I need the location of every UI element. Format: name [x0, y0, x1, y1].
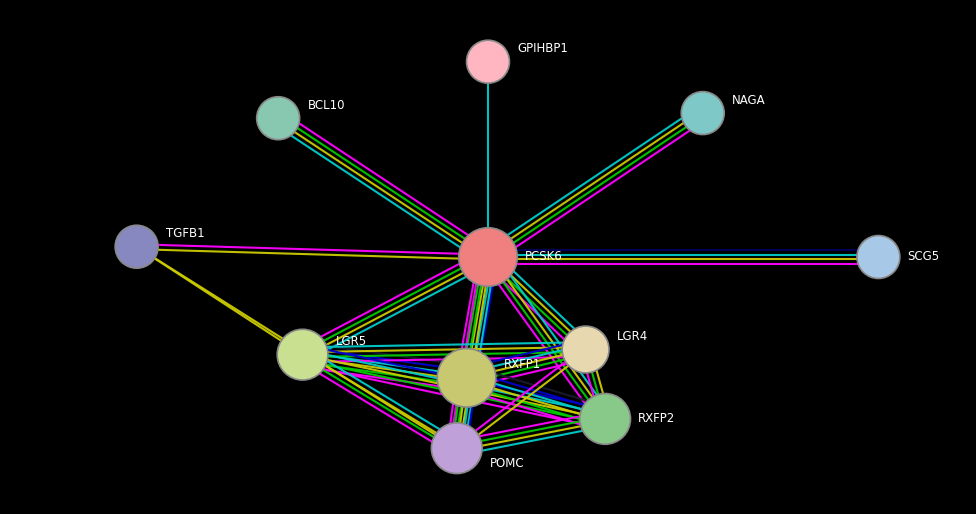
- Circle shape: [257, 97, 300, 140]
- Text: TGFB1: TGFB1: [166, 227, 205, 241]
- Text: PCSK6: PCSK6: [525, 250, 563, 264]
- Circle shape: [277, 329, 328, 380]
- Circle shape: [115, 225, 158, 268]
- Text: SCG5: SCG5: [908, 250, 940, 264]
- Text: RXFP2: RXFP2: [638, 412, 675, 426]
- Circle shape: [562, 326, 609, 373]
- Text: LGR5: LGR5: [336, 335, 367, 348]
- Text: POMC: POMC: [490, 457, 524, 470]
- Text: LGR4: LGR4: [617, 330, 648, 343]
- Text: NAGA: NAGA: [732, 94, 765, 107]
- Circle shape: [431, 423, 482, 473]
- Circle shape: [459, 228, 517, 286]
- Circle shape: [437, 348, 496, 407]
- Text: BCL10: BCL10: [307, 99, 345, 112]
- Text: GPIHBP1: GPIHBP1: [517, 42, 568, 56]
- Circle shape: [580, 394, 630, 444]
- Text: RXFP1: RXFP1: [504, 358, 541, 372]
- Circle shape: [467, 40, 509, 83]
- Circle shape: [857, 235, 900, 279]
- Circle shape: [681, 91, 724, 135]
